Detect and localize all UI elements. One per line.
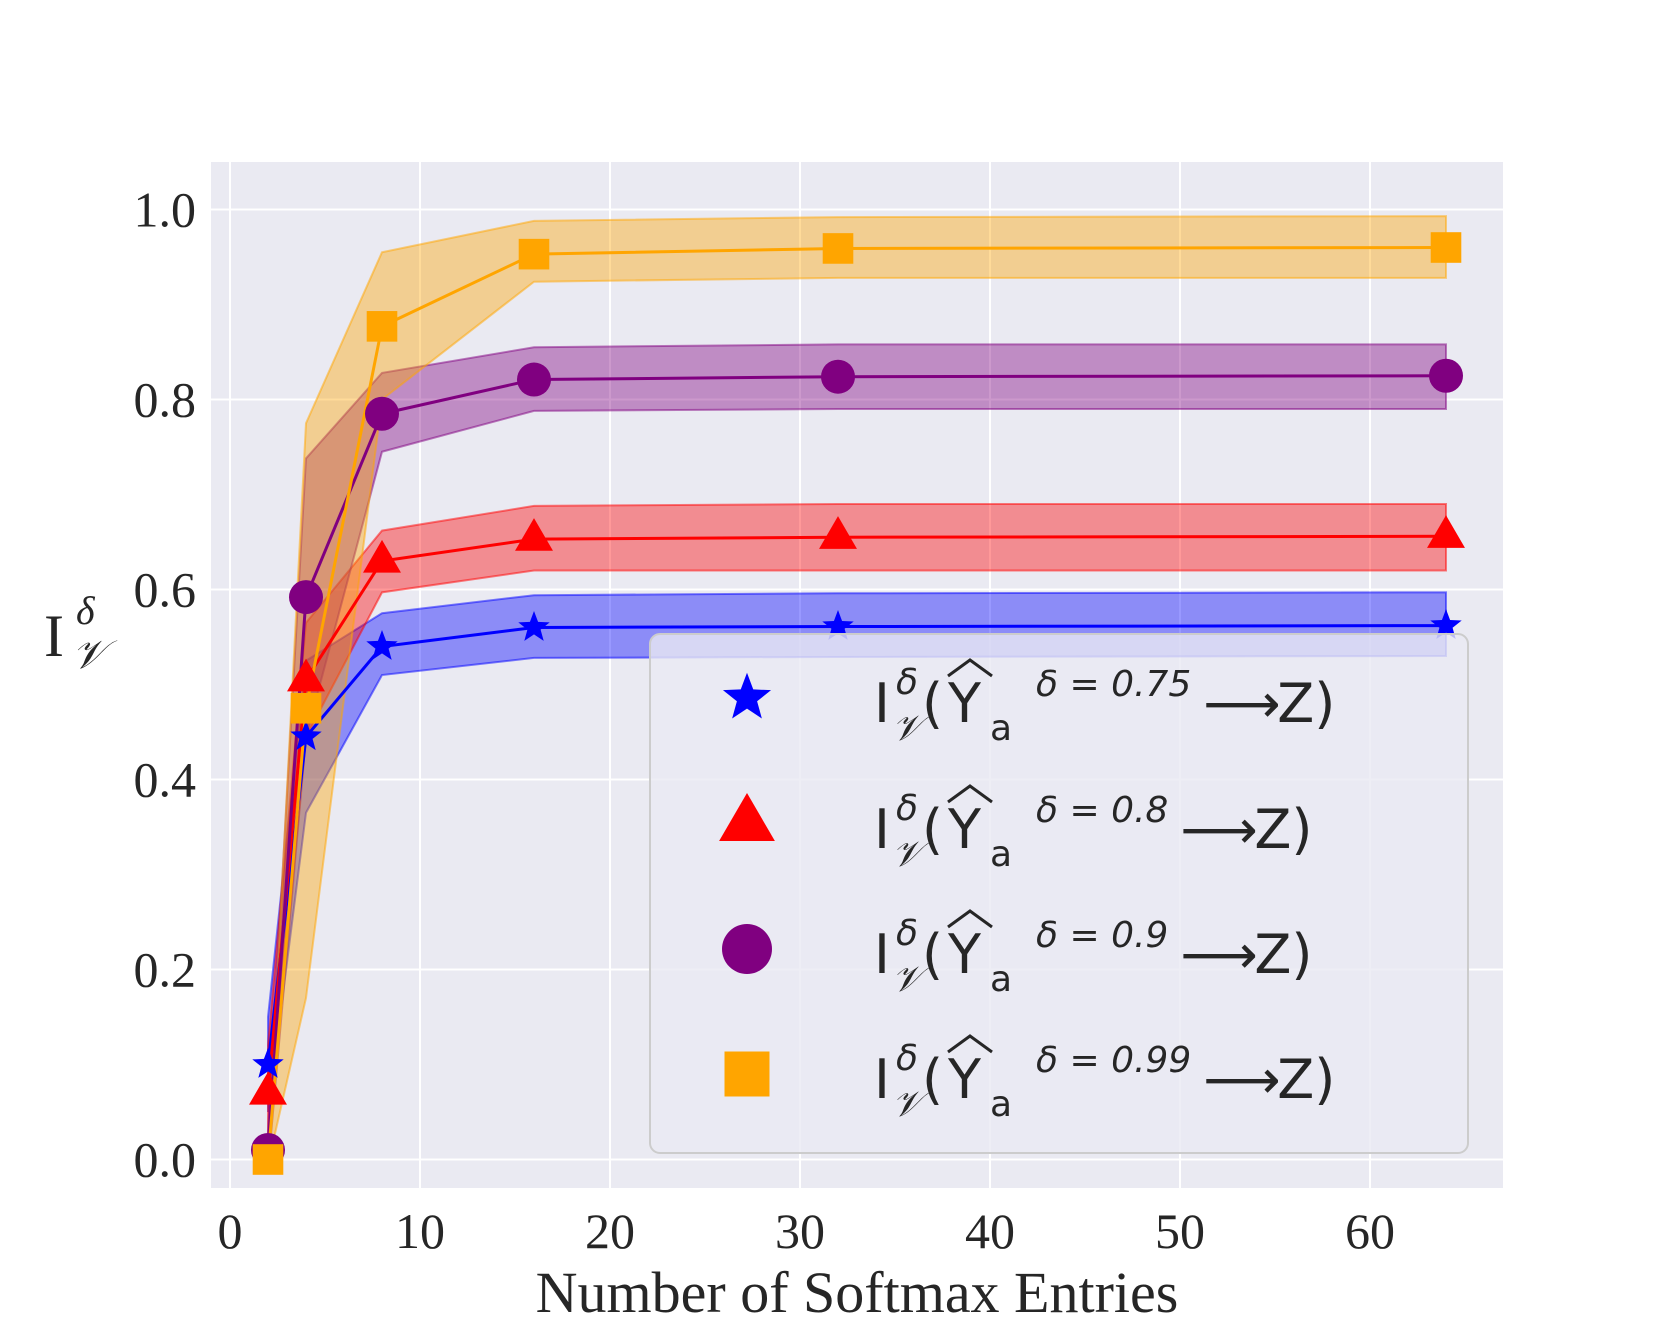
legend-y-sub: a <box>990 708 1012 749</box>
x-tick-label: 10 <box>395 1203 445 1259</box>
legend-target: Z) <box>1254 923 1312 986</box>
y-axis-label: I δ 𝒱 <box>44 588 118 677</box>
legend-sup: δ <box>896 913 918 954</box>
y-tick-label: 0.6 <box>134 562 197 618</box>
legend-y-sub: a <box>990 1084 1012 1125</box>
y-axis-label-sup: δ <box>76 588 96 633</box>
legend-arrow: ⟶ <box>1180 798 1257 861</box>
x-tick-label: 0 <box>218 1203 243 1259</box>
data-point-star <box>822 610 854 640</box>
legend-sup: δ <box>896 788 918 829</box>
data-point-square <box>252 1144 284 1175</box>
legend-hat <box>947 658 993 678</box>
legend-y: Y <box>947 672 982 735</box>
legend-hat <box>947 909 993 929</box>
legend-arrow: ⟶ <box>1203 1048 1280 1111</box>
legend-marker-circle <box>722 924 772 974</box>
legend-box <box>649 633 1469 1154</box>
y-tick-labels: 0.0 0.2 0.4 0.6 0.8 1.0 <box>134 182 197 1188</box>
data-point-triangle <box>1427 515 1465 548</box>
data-point-star <box>1430 609 1462 639</box>
y-tick-label: 0.8 <box>134 372 197 428</box>
legend-target: Z) <box>1254 798 1312 861</box>
data-point-triangle <box>363 539 401 573</box>
legend-hat <box>947 784 993 804</box>
data-point-star <box>366 630 398 660</box>
legend-sup: δ <box>896 1038 918 1079</box>
legend-i: I <box>874 923 890 986</box>
legend-target: Z) <box>1277 1048 1335 1111</box>
data-point-circle <box>517 362 551 397</box>
x-tick-label: 40 <box>965 1203 1015 1259</box>
data-point-square <box>290 692 322 724</box>
legend-arrow: ⟶ <box>1180 923 1257 986</box>
legend-marker-triangle <box>719 793 775 842</box>
x-tick-labels: 0 10 20 30 40 50 60 <box>218 1203 1396 1259</box>
legend-open-paren: ( <box>922 672 943 735</box>
y-axis-label-sub: 𝒱 <box>72 632 118 677</box>
legend-y: Y <box>947 798 982 861</box>
legend-open-paren: ( <box>922 923 943 986</box>
legend-hat <box>947 1034 993 1054</box>
legend-arrow: ⟶ <box>1203 672 1280 735</box>
data-point-star <box>252 1048 284 1078</box>
x-tick-label: 30 <box>775 1203 825 1259</box>
y-tick-label: 0.0 <box>134 1132 197 1188</box>
data-point-triangle <box>249 1071 287 1105</box>
legend-i: I <box>874 798 890 861</box>
legend-delta: δ = 0.9 <box>1036 915 1168 956</box>
legend-delta: δ = 0.75 <box>1036 664 1191 705</box>
legend-y: Y <box>947 1048 982 1111</box>
data-point-star <box>518 611 550 641</box>
series-markers <box>249 232 1465 1175</box>
data-point-square <box>518 238 550 270</box>
legend-open-paren: ( <box>922 798 943 861</box>
x-axis-label: Number of Softmax Entries <box>536 1260 1179 1325</box>
data-point-circle <box>1429 358 1463 393</box>
legend-i: I <box>874 672 890 735</box>
legend-y-sub: a <box>990 834 1012 875</box>
legend-target: Z) <box>1277 672 1335 735</box>
data-point-square <box>1430 232 1462 263</box>
x-tick-label: 60 <box>1345 1203 1395 1259</box>
y-tick-label: 0.4 <box>134 752 197 808</box>
series-line-triangle <box>266 534 1447 1094</box>
data-point-square <box>822 233 854 264</box>
legend-i: I <box>874 1048 890 1111</box>
data-point-star <box>290 720 322 751</box>
data-point-triangle <box>515 518 553 551</box>
x-tick-label: 20 <box>585 1203 635 1259</box>
data-point-circle <box>289 580 323 615</box>
legend-open-paren: ( <box>922 1048 943 1111</box>
legend-sup: δ <box>896 662 918 703</box>
data-point-circle <box>365 396 399 431</box>
legend-delta: δ = 0.8 <box>1036 790 1168 831</box>
data-point-square <box>366 311 398 342</box>
legend-y-sub: a <box>990 959 1012 1000</box>
data-point-triangle <box>287 658 325 692</box>
y-tick-label: 0.2 <box>134 942 197 998</box>
series-line-square <box>266 246 1447 1160</box>
legend-y: Y <box>947 923 982 986</box>
legend-marker-star <box>722 672 772 719</box>
legend-delta: δ = 0.99 <box>1036 1040 1191 1081</box>
data-point-triangle <box>819 516 857 549</box>
y-tick-label: 1.0 <box>134 182 197 238</box>
y-axis-label-main: I <box>44 603 64 669</box>
x-tick-label: 50 <box>1155 1203 1205 1259</box>
legend-marker-square <box>724 1051 770 1097</box>
confidence-band-square <box>267 215 1447 1165</box>
data-point-circle <box>821 359 855 394</box>
